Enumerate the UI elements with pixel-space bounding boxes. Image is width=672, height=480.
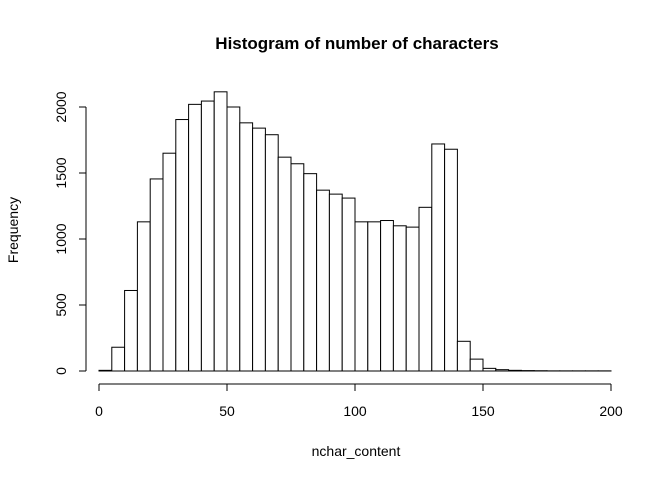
- x-axis: 0 50 100 150 200: [95, 383, 623, 419]
- histogram-bar: [213, 91, 228, 372]
- histogram-bar: [341, 197, 356, 372]
- histogram-bar: [328, 193, 343, 372]
- histogram-bar: [456, 340, 471, 372]
- histogram-bar: [469, 358, 484, 372]
- y-axis-label: Frequency: [5, 197, 21, 263]
- histogram-bar: [303, 173, 318, 372]
- y-tick-label: 1000: [53, 223, 69, 254]
- histogram-bar: [444, 148, 458, 372]
- histogram-bar: [200, 100, 215, 372]
- y-tick-label: 0: [53, 367, 69, 375]
- y-tick-label: 1500: [53, 157, 69, 188]
- histogram-bar: [380, 220, 394, 372]
- histogram-bar: [226, 106, 241, 372]
- x-tick-label: 150: [471, 403, 495, 419]
- histogram-bar: [239, 122, 254, 372]
- x-tick-label: 50: [219, 403, 235, 419]
- y-axis: 0 500 1000 1500 2000: [53, 91, 87, 375]
- histogram-bar: [290, 163, 305, 372]
- histogram-bar: [482, 367, 497, 372]
- histogram-bar: [418, 206, 433, 372]
- histogram-bar: [495, 369, 510, 372]
- histogram-bar: [124, 289, 138, 372]
- bars-group: [98, 91, 612, 372]
- x-tick-label: 100: [343, 403, 367, 419]
- histogram-bar: [175, 119, 190, 372]
- histogram-bar: [431, 143, 446, 372]
- histogram-bar: [264, 134, 279, 372]
- histogram-bar: [392, 225, 407, 372]
- y-tick-label: 500: [53, 293, 69, 317]
- histogram-bar: [508, 369, 522, 372]
- histogram-bar: [111, 346, 126, 372]
- histogram-bar: [252, 127, 266, 372]
- y-tick-label: 2000: [53, 91, 69, 122]
- histogram-bar: [316, 189, 330, 372]
- histogram-bar: [162, 152, 177, 372]
- histogram-bar: [136, 221, 151, 372]
- histogram-bar: [98, 369, 113, 372]
- histogram-bar: [149, 178, 164, 372]
- histogram-bar: [367, 221, 382, 372]
- histogram-bar: [405, 226, 420, 372]
- chart-title: Histogram of number of characters: [215, 34, 498, 53]
- x-axis-label: nchar_content: [312, 443, 401, 459]
- histogram-bar: [277, 156, 292, 372]
- histogram-bar: [354, 221, 369, 372]
- x-tick-label: 0: [95, 403, 103, 419]
- x-tick-label: 200: [599, 403, 623, 419]
- histogram-bar: [188, 103, 202, 372]
